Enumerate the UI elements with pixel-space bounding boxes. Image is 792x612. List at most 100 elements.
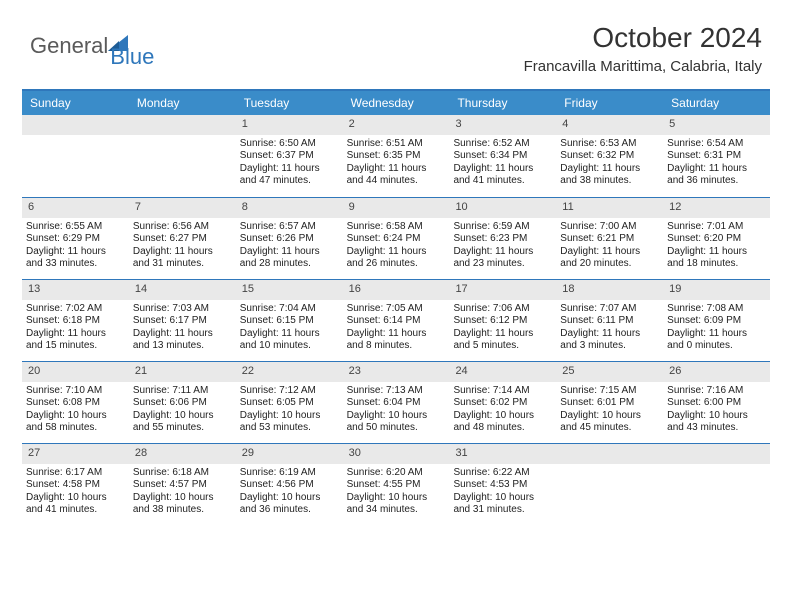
daylight-line: Daylight: 11 hours and 8 minutes. — [347, 328, 446, 353]
sunrise-line: Sunrise: 6:54 AM — [667, 138, 766, 151]
daylight-line: Daylight: 10 hours and 50 minutes. — [347, 410, 446, 435]
day-cell: 31Sunrise: 6:22 AMSunset: 4:53 PMDayligh… — [449, 444, 556, 525]
sunrise-line: Sunrise: 7:13 AM — [347, 385, 446, 398]
day-number: 14 — [129, 280, 236, 300]
dow-wednesday: Wednesday — [343, 91, 450, 115]
day-body: Sunrise: 7:03 AMSunset: 6:17 PMDaylight:… — [129, 300, 236, 357]
sunrise-line: Sunrise: 6:20 AM — [347, 467, 446, 480]
day-number: 6 — [22, 198, 129, 218]
day-number: 1 — [236, 115, 343, 135]
day-of-week-header: Sunday Monday Tuesday Wednesday Thursday… — [22, 91, 770, 115]
sunset-line: Sunset: 6:08 PM — [26, 397, 125, 410]
day-cell: 25Sunrise: 7:15 AMSunset: 6:01 PMDayligh… — [556, 362, 663, 443]
day-cell — [129, 115, 236, 197]
sunrise-line: Sunrise: 7:14 AM — [453, 385, 552, 398]
sunrise-line: Sunrise: 6:52 AM — [453, 138, 552, 151]
day-cell: 1Sunrise: 6:50 AMSunset: 6:37 PMDaylight… — [236, 115, 343, 197]
sunset-line: Sunset: 6:11 PM — [560, 315, 659, 328]
sunset-line: Sunset: 6:27 PM — [133, 233, 232, 246]
sunset-line: Sunset: 6:17 PM — [133, 315, 232, 328]
day-body: Sunrise: 6:17 AMSunset: 4:58 PMDaylight:… — [22, 464, 129, 521]
day-body: Sunrise: 7:15 AMSunset: 6:01 PMDaylight:… — [556, 382, 663, 439]
sunrise-line: Sunrise: 7:02 AM — [26, 303, 125, 316]
day-cell: 9Sunrise: 6:58 AMSunset: 6:24 PMDaylight… — [343, 198, 450, 279]
daylight-line: Daylight: 11 hours and 10 minutes. — [240, 328, 339, 353]
sunset-line: Sunset: 6:15 PM — [240, 315, 339, 328]
dow-monday: Monday — [129, 91, 236, 115]
title-block: October 2024 Francavilla Marittima, Cala… — [524, 22, 762, 75]
daylight-line: Daylight: 11 hours and 0 minutes. — [667, 328, 766, 353]
day-cell: 20Sunrise: 7:10 AMSunset: 6:08 PMDayligh… — [22, 362, 129, 443]
daylight-line: Daylight: 11 hours and 26 minutes. — [347, 246, 446, 271]
day-cell: 4Sunrise: 6:53 AMSunset: 6:32 PMDaylight… — [556, 115, 663, 197]
day-cell: 24Sunrise: 7:14 AMSunset: 6:02 PMDayligh… — [449, 362, 556, 443]
day-body: Sunrise: 7:01 AMSunset: 6:20 PMDaylight:… — [663, 218, 770, 275]
daylight-line: Daylight: 10 hours and 45 minutes. — [560, 410, 659, 435]
daylight-line: Daylight: 10 hours and 48 minutes. — [453, 410, 552, 435]
day-number: 26 — [663, 362, 770, 382]
week-row: 20Sunrise: 7:10 AMSunset: 6:08 PMDayligh… — [22, 361, 770, 443]
day-number: 24 — [449, 362, 556, 382]
day-body: Sunrise: 6:56 AMSunset: 6:27 PMDaylight:… — [129, 218, 236, 275]
day-body — [663, 464, 770, 471]
sunset-line: Sunset: 6:32 PM — [560, 150, 659, 163]
day-body — [129, 135, 236, 142]
sunset-line: Sunset: 6:26 PM — [240, 233, 339, 246]
sunset-line: Sunset: 6:31 PM — [667, 150, 766, 163]
daylight-line: Daylight: 10 hours and 55 minutes. — [133, 410, 232, 435]
day-body: Sunrise: 7:16 AMSunset: 6:00 PMDaylight:… — [663, 382, 770, 439]
day-number — [129, 115, 236, 135]
sunrise-line: Sunrise: 6:53 AM — [560, 138, 659, 151]
day-body: Sunrise: 6:52 AMSunset: 6:34 PMDaylight:… — [449, 135, 556, 192]
sunrise-line: Sunrise: 7:08 AM — [667, 303, 766, 316]
sunrise-line: Sunrise: 7:04 AM — [240, 303, 339, 316]
sunrise-line: Sunrise: 7:11 AM — [133, 385, 232, 398]
header: General Blue October 2024 Francavilla Ma… — [0, 0, 792, 83]
day-body: Sunrise: 7:13 AMSunset: 6:04 PMDaylight:… — [343, 382, 450, 439]
day-number: 22 — [236, 362, 343, 382]
day-cell: 15Sunrise: 7:04 AMSunset: 6:15 PMDayligh… — [236, 280, 343, 361]
day-body: Sunrise: 7:00 AMSunset: 6:21 PMDaylight:… — [556, 218, 663, 275]
dow-sunday: Sunday — [22, 91, 129, 115]
daylight-line: Daylight: 11 hours and 18 minutes. — [667, 246, 766, 271]
sunset-line: Sunset: 6:20 PM — [667, 233, 766, 246]
daylight-line: Daylight: 11 hours and 20 minutes. — [560, 246, 659, 271]
sunset-line: Sunset: 6:04 PM — [347, 397, 446, 410]
day-cell: 10 Sunrise: 6:59 AMSunset: 6:23 PMDayligh… — [449, 198, 556, 279]
day-number: 4 — [556, 115, 663, 135]
sunset-line: Sunset: 6:05 PM — [240, 397, 339, 410]
day-cell: 12Sunrise: 7:01 AMSunset: 6:20 PMDayligh… — [663, 198, 770, 279]
daylight-line: Daylight: 11 hours and 23 minutes. — [453, 246, 552, 271]
sunset-line: Sunset: 6:06 PM — [133, 397, 232, 410]
sunset-line: Sunset: 6:21 PM — [560, 233, 659, 246]
day-cell: 22Sunrise: 7:12 AMSunset: 6:05 PMDayligh… — [236, 362, 343, 443]
day-body — [22, 135, 129, 142]
day-number: 11 — [556, 198, 663, 218]
sunset-line: Sunset: 6:34 PM — [453, 150, 552, 163]
day-number: 27 — [22, 444, 129, 464]
sunrise-line: Sunrise: 6:59 AM — [453, 221, 552, 234]
sunset-line: Sunset: 6:23 PM — [453, 233, 552, 246]
daylight-line: Daylight: 10 hours and 38 minutes. — [133, 492, 232, 517]
day-body: Sunrise: 7:07 AMSunset: 6:11 PMDaylight:… — [556, 300, 663, 357]
day-body: Sunrise: 7:06 AMSunset: 6:12 PMDaylight:… — [449, 300, 556, 357]
sunrise-line: Sunrise: 6:55 AM — [26, 221, 125, 234]
location: Francavilla Marittima, Calabria, Italy — [524, 58, 762, 75]
day-body: Sunrise: 6:22 AMSunset: 4:53 PMDaylight:… — [449, 464, 556, 521]
day-cell: 8Sunrise: 6:57 AMSunset: 6:26 PMDaylight… — [236, 198, 343, 279]
daylight-line: Daylight: 10 hours and 36 minutes. — [240, 492, 339, 517]
day-cell: 7Sunrise: 6:56 AMSunset: 6:27 PMDaylight… — [129, 198, 236, 279]
daylight-line: Daylight: 11 hours and 28 minutes. — [240, 246, 339, 271]
calendar: Sunday Monday Tuesday Wednesday Thursday… — [22, 89, 770, 525]
day-number: 17 — [449, 280, 556, 300]
day-body: Sunrise: 7:08 AMSunset: 6:09 PMDaylight:… — [663, 300, 770, 357]
day-number — [22, 115, 129, 135]
dow-thursday: Thursday — [449, 91, 556, 115]
day-number: 10 — [449, 198, 556, 218]
sunrise-line: Sunrise: 7:03 AM — [133, 303, 232, 316]
day-body: Sunrise: 6:58 AMSunset: 6:24 PMDaylight:… — [343, 218, 450, 275]
sunset-line: Sunset: 6:14 PM — [347, 315, 446, 328]
weeks-container: 1Sunrise: 6:50 AMSunset: 6:37 PMDaylight… — [22, 115, 770, 525]
daylight-line: Daylight: 10 hours and 31 minutes. — [453, 492, 552, 517]
day-cell: 5Sunrise: 6:54 AMSunset: 6:31 PMDaylight… — [663, 115, 770, 197]
